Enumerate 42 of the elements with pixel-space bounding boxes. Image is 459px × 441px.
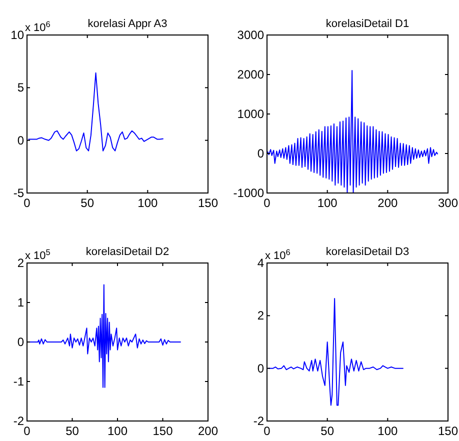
x-tick-label: 50 — [320, 424, 334, 438]
y-tick-label: 5 — [17, 80, 24, 95]
y-tick-label: 2 — [17, 256, 24, 270]
x-tick-label: 150 — [152, 424, 174, 438]
y-tick-label: -5 — [13, 186, 24, 200]
y-tick-label: 3000 — [237, 28, 264, 42]
text: x 10$^{5}$ — [25, 248, 51, 262]
x-tick-label: 300 — [438, 196, 458, 210]
x-tick-label: 100 — [317, 196, 338, 210]
line-series — [27, 284, 182, 388]
text: x 10$^{6}$ — [265, 248, 291, 262]
y-tick-label: 2 — [257, 308, 264, 323]
x-tick-label: 50 — [80, 196, 94, 210]
text: x 10$^{6}$ — [25, 20, 51, 34]
y-tick-label: 4 — [257, 256, 264, 270]
chart-title: korelasiDetail D1 — [326, 18, 410, 30]
line-series — [268, 298, 404, 406]
y-tick-label: 0 — [17, 133, 24, 148]
y-tick-label: -1 — [13, 374, 24, 388]
y-tick-label: 10 — [10, 28, 24, 42]
x-tick-label: 150 — [198, 196, 218, 210]
y-tick-label: -1000 — [233, 186, 264, 200]
x-tick-label: 200 — [198, 424, 218, 438]
x-tick-label: 100 — [107, 424, 128, 438]
chart-title: korelasiDetail D3 — [326, 246, 410, 258]
y-tick-label: -2 — [253, 414, 264, 428]
x-tick-label: 200 — [378, 196, 398, 210]
y-tick-label: 1 — [17, 296, 24, 310]
chart-title: korelasi Appr A3 — [88, 18, 168, 30]
y-tick-label: 1000 — [237, 107, 264, 121]
y-tick-label: -2 — [13, 414, 24, 428]
x-tick-label: 100 — [138, 196, 158, 210]
y-tick-label: 0 — [257, 361, 264, 376]
x-tick-label: 100 — [378, 424, 398, 438]
x-tick-label: 150 — [438, 424, 458, 438]
y-tick-label: 2000 — [237, 68, 264, 82]
y-tick-label: 0 — [17, 335, 24, 349]
x-tick-label: 50 — [66, 424, 80, 438]
y-tick-label: 0 — [257, 146, 264, 160]
chart-title: korelasiDetail D2 — [86, 246, 170, 258]
line-series — [267, 70, 438, 194]
line-series — [28, 72, 164, 152]
